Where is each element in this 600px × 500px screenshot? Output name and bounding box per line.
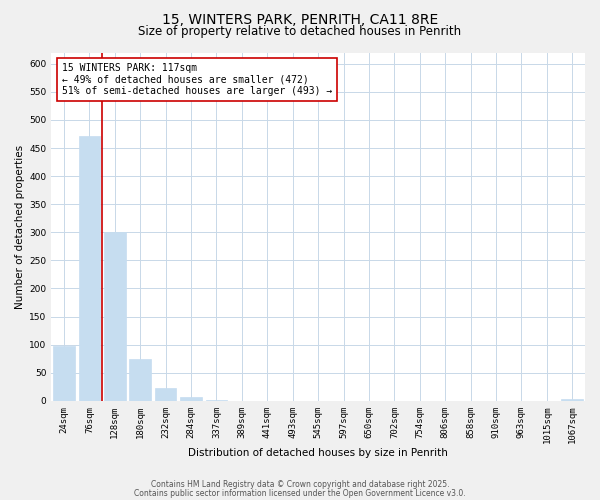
Bar: [53, 346, 75, 401]
Text: 15 WINTERS PARK: 117sqm
← 49% of detached houses are smaller (472)
51% of semi-d: 15 WINTERS PARK: 117sqm ← 49% of detache…: [62, 63, 332, 96]
Bar: [104, 232, 125, 401]
Text: Contains HM Land Registry data © Crown copyright and database right 2025.: Contains HM Land Registry data © Crown c…: [151, 480, 449, 489]
Bar: [130, 358, 151, 401]
Bar: [155, 388, 176, 401]
Bar: [206, 400, 227, 401]
Text: 15, WINTERS PARK, PENRITH, CA11 8RE: 15, WINTERS PARK, PENRITH, CA11 8RE: [162, 12, 438, 26]
X-axis label: Distribution of detached houses by size in Penrith: Distribution of detached houses by size …: [188, 448, 448, 458]
Text: Size of property relative to detached houses in Penrith: Size of property relative to detached ho…: [139, 25, 461, 38]
Bar: [180, 397, 202, 401]
Bar: [79, 136, 100, 401]
Bar: [562, 399, 583, 401]
Y-axis label: Number of detached properties: Number of detached properties: [15, 144, 25, 308]
Text: Contains public sector information licensed under the Open Government Licence v3: Contains public sector information licen…: [134, 488, 466, 498]
